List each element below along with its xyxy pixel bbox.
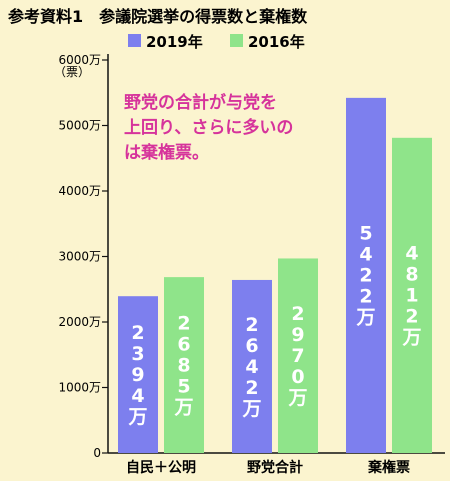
category-label: 野党合計 <box>247 459 303 476</box>
chart-title: 参考資料1 参議院選挙の得票数と棄権数 <box>8 7 308 26</box>
legend-swatch <box>128 34 141 47</box>
annotation-line: 上回り、さらに多いの <box>124 117 293 138</box>
y-tick-label: 0 <box>93 446 101 460</box>
y-tick-label: 3000万 <box>58 250 101 264</box>
legend-label: 2019年 <box>146 33 203 51</box>
bar <box>164 277 204 453</box>
category-labels: 自民＋公明 野党合計 棄権票 <box>126 459 410 476</box>
bar <box>232 279 272 453</box>
annotation-line: 野党の合計が与党を <box>124 92 277 113</box>
bar <box>118 296 158 453</box>
y-tick-label: 1000万 <box>58 381 101 395</box>
y-axis-unit-label: （票） <box>54 65 90 79</box>
legend-swatch <box>230 34 243 47</box>
y-tick-label: 4000万 <box>58 184 101 198</box>
y-tick-label: 5000万 <box>58 119 101 133</box>
annotation-line: は棄権票。 <box>124 142 209 163</box>
annotation-text: 野党の合計が与党を上回り、さらに多いのは棄権票。 <box>124 92 293 163</box>
y-tick-label: 6000万 <box>58 53 101 67</box>
bars: 2 3 9 4 万 2 6 8 5 万 2 6 4 2 万 2 9 7 0 万 5 4 2 2 万 4 8 1 2 万 <box>118 97 432 453</box>
category-label: 自民＋公明 <box>126 459 196 476</box>
y-tick-label: 2000万 <box>58 315 101 329</box>
legend: 2019年 2016年 <box>128 33 305 51</box>
category-label: 棄権票 <box>367 459 410 476</box>
bar <box>278 258 318 453</box>
bar <box>346 97 386 453</box>
legend-label: 2016年 <box>248 33 305 51</box>
bar <box>392 137 432 453</box>
axes: 0 1000万 2000万 3000万 4000万 5000万 6000万 <box>58 53 445 460</box>
